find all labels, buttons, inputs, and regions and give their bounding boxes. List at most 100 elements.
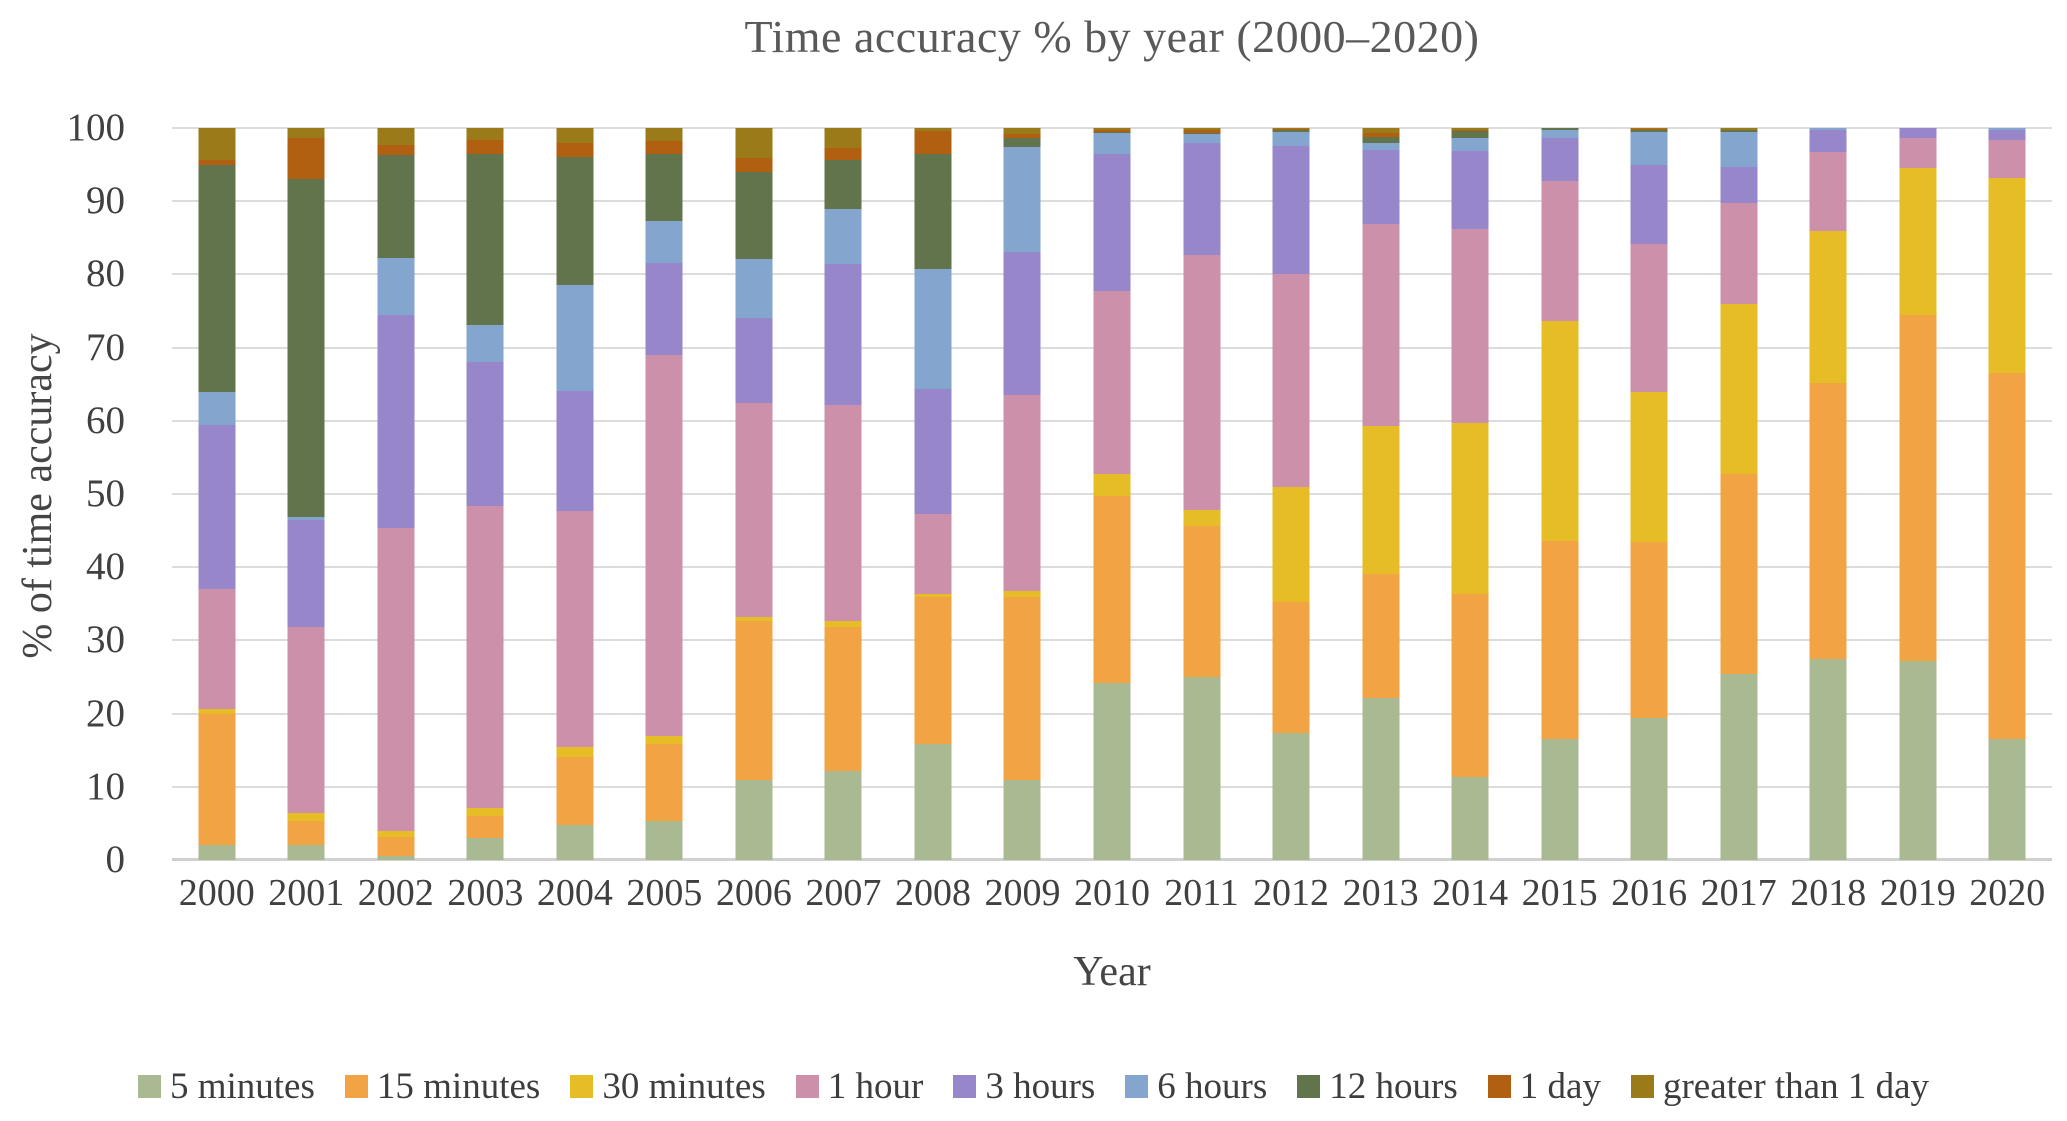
bar-segment-2001-5-minutes bbox=[287, 845, 325, 860]
bar-segment-2008-6-hours bbox=[914, 268, 952, 389]
legend-item-3-hours: 3 hours bbox=[953, 1068, 1095, 1105]
bar-segment-2005-3-hours bbox=[645, 262, 683, 355]
bar-segment-2006-12-hours bbox=[735, 171, 773, 260]
y-tick-label-30: 30 bbox=[86, 618, 125, 662]
bar-segment-2018-6-hours bbox=[1809, 128, 1847, 131]
x-tick-label-2000: 2000 bbox=[178, 872, 255, 914]
bar-2020 bbox=[1988, 128, 2026, 860]
bar-2005 bbox=[645, 128, 683, 860]
bar-2014 bbox=[1451, 128, 1489, 860]
bar-segment-2005-6-hours bbox=[645, 221, 683, 263]
bar-segment-2004-6-hours bbox=[556, 285, 594, 391]
legend-item-6-hours: 6 hours bbox=[1125, 1068, 1267, 1105]
bar-segment-2011-5-minutes bbox=[1183, 677, 1221, 860]
bar-2015 bbox=[1541, 128, 1579, 860]
x-tick-label-2008: 2008 bbox=[894, 872, 971, 914]
bar-segment-2011-1-day bbox=[1183, 129, 1221, 134]
bar-segment-2018-1-hour bbox=[1809, 152, 1847, 231]
legend-swatch-icon bbox=[953, 1074, 977, 1098]
bar-segment-2013-6-hours bbox=[1362, 142, 1400, 150]
bar-segment-2004-greater-than-1-day bbox=[556, 128, 594, 143]
bar-segment-2008-12-hours bbox=[914, 154, 952, 269]
bar-segment-2015-30-minutes bbox=[1541, 321, 1579, 541]
bar-segment-2000-6-hours bbox=[198, 391, 236, 425]
legend-swatch-icon bbox=[1630, 1074, 1654, 1098]
bar-segment-2016-30-minutes bbox=[1630, 391, 1668, 543]
bar-segment-2014-1-day bbox=[1451, 130, 1489, 131]
bar-2008 bbox=[914, 128, 952, 860]
legend-label: greater than 1 day bbox=[1662, 1065, 1930, 1107]
bar-segment-2013-1-day bbox=[1362, 133, 1400, 137]
y-tick-label-90: 90 bbox=[86, 179, 125, 223]
legend-item-12-hours: 12 hours bbox=[1297, 1068, 1458, 1105]
bar-segment-2011-greater-than-1-day bbox=[1183, 128, 1221, 130]
bar-segment-2012-15-minutes bbox=[1272, 601, 1310, 733]
bar-segment-2009-greater-than-1-day bbox=[1003, 128, 1041, 134]
y-tick-label-60: 60 bbox=[86, 398, 125, 442]
bar-segment-2007-12-hours bbox=[824, 160, 862, 209]
bar-2004 bbox=[556, 128, 594, 860]
y-tick-label-20: 20 bbox=[86, 691, 125, 735]
x-tick-label-2012: 2012 bbox=[1253, 872, 1330, 914]
legend-swatch-icon bbox=[137, 1074, 161, 1098]
bar-segment-2002-30-minutes bbox=[377, 830, 415, 838]
bar-segment-2005-12-hours bbox=[645, 154, 683, 222]
bar-segment-2003-30-minutes bbox=[466, 808, 504, 817]
bar-segment-2002-3-hours bbox=[377, 314, 415, 529]
x-tick-label-2015: 2015 bbox=[1521, 872, 1598, 914]
bar-segment-2016-6-hours bbox=[1630, 131, 1668, 165]
bar-segment-2009-5-minutes bbox=[1003, 780, 1041, 860]
x-tick-label-2011: 2011 bbox=[1164, 872, 1239, 914]
bar-segment-2013-30-minutes bbox=[1362, 425, 1400, 574]
legend-label: 1 day bbox=[1519, 1065, 1601, 1107]
legend-label: 15 minutes bbox=[376, 1065, 541, 1107]
bar-2019 bbox=[1899, 128, 1937, 860]
x-axis-title: Year bbox=[1073, 949, 1151, 995]
bar-segment-2011-30-minutes bbox=[1183, 510, 1221, 527]
bar-segment-2007-greater-than-1-day bbox=[824, 128, 862, 148]
x-tick-label-2007: 2007 bbox=[805, 872, 882, 914]
bar-segment-2013-greater-than-1-day bbox=[1362, 128, 1400, 134]
bar-segment-2011-6-hours bbox=[1183, 133, 1221, 144]
bar-segment-2013-15-minutes bbox=[1362, 573, 1400, 699]
bar-segment-2008-15-minutes bbox=[914, 597, 952, 744]
bar-segment-2002-1-day bbox=[377, 144, 415, 156]
legend-label: 30 minutes bbox=[602, 1065, 766, 1107]
legend-label: 5 minutes bbox=[169, 1065, 315, 1107]
bar-segment-2006-30-minutes bbox=[735, 617, 773, 621]
bar-segment-2005-1-day bbox=[645, 141, 683, 155]
bar-segment-2001-1-hour bbox=[287, 626, 325, 814]
bar-segment-2017-3-hours bbox=[1720, 166, 1758, 204]
bar-segment-2007-1-day bbox=[824, 147, 862, 161]
bar-segment-2000-greater-than-1-day bbox=[198, 128, 236, 160]
chart-title: Time accuracy % by year (2000–2020) bbox=[744, 11, 1480, 62]
bar-segment-2010-5-minutes bbox=[1093, 682, 1131, 860]
legend-swatch-icon bbox=[570, 1074, 594, 1098]
bar-segment-2008-1-day bbox=[914, 130, 952, 155]
bar-segment-2011-3-hours bbox=[1183, 143, 1221, 256]
y-tick-label-100: 100 bbox=[66, 106, 126, 149]
bar-segment-2004-1-hour bbox=[556, 510, 594, 747]
bar-segment-2009-3-hours bbox=[1003, 252, 1041, 396]
bar-segment-2003-1-day bbox=[466, 139, 504, 155]
bar-2000 bbox=[198, 128, 236, 860]
bar-segment-2006-1-hour bbox=[735, 403, 773, 617]
bar-segment-2006-6-hours bbox=[735, 259, 773, 319]
bar-segment-2011-15-minutes bbox=[1183, 526, 1221, 677]
bar-segment-2009-15-minutes bbox=[1003, 597, 1041, 781]
bar-segment-2001-6-hours bbox=[287, 516, 325, 521]
bar-segment-2016-5-minutes bbox=[1630, 718, 1668, 860]
bar-segment-2009-1-day bbox=[1003, 133, 1041, 139]
bar-2001 bbox=[287, 128, 325, 860]
bar-2006 bbox=[735, 128, 773, 860]
x-tick-label-2004: 2004 bbox=[536, 872, 613, 914]
bar-segment-2015-1-hour bbox=[1541, 180, 1579, 322]
bar-segment-2000-3-hours bbox=[198, 424, 236, 590]
bar-segment-2000-1-hour bbox=[198, 589, 236, 709]
legend-item-5-minutes: 5 minutes bbox=[137, 1065, 315, 1107]
x-axis-tick-row: 2000 2001 2002 2003 2004 2005 2006 2007 2008 2009… bbox=[172, 874, 2052, 924]
bar-segment-2008-3-hours bbox=[914, 388, 952, 514]
bar-segment-2003-15-minutes bbox=[466, 816, 504, 839]
bar-segment-2006-3-hours bbox=[735, 318, 773, 404]
bar-segment-2004-12-hours bbox=[556, 156, 594, 286]
